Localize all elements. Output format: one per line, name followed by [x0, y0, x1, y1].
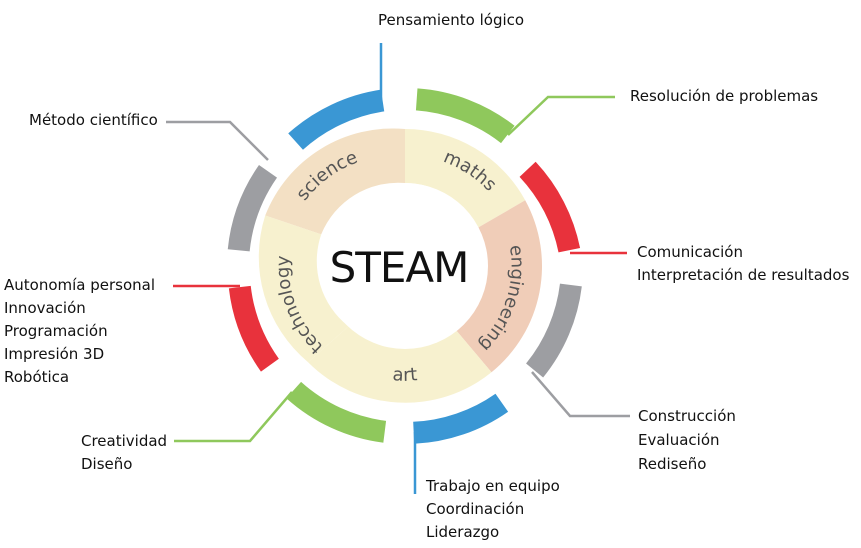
label-top-left: Método científico: [29, 109, 158, 132]
label-bottom-right-line-3: Rediseño: [638, 455, 707, 473]
outer-arcs: [227, 88, 582, 444]
label-top-line-1: Pensamiento lógico: [378, 11, 525, 29]
outer-arc-blue-top: [288, 89, 385, 150]
label-left-line-2: Innovación: [4, 299, 86, 317]
outer-arc-green-bottom: [286, 381, 387, 443]
label-left-line-1: Autonomía personal: [4, 276, 156, 294]
label-left-line-4: Impresión 3D: [4, 345, 105, 363]
inner-center-circle: [322, 183, 488, 349]
label-left-line-5: Robótica: [4, 368, 70, 386]
connector-top-left: [166, 120, 269, 161]
ring-segment-technology: [258, 215, 349, 363]
label-bottom-left: Creatividad Diseño: [81, 430, 167, 476]
connector-bottom-right: [531, 371, 630, 418]
outer-arc-green-top: [415, 88, 515, 144]
ring-segment-engineering: [456, 200, 543, 373]
label-right-line-2: Interpretación de resultados: [637, 266, 850, 284]
label-bottom-line-1: Trabajo en equipo: [426, 477, 560, 495]
label-left: Autonomía personal Innovación Programaci…: [4, 274, 155, 389]
label-bottom-right: Construcción Evaluación Rediseño: [638, 404, 736, 476]
label-top-left-line-1: Método científico: [29, 111, 158, 129]
label-right: Comunicación Interpretación de resultado…: [637, 241, 849, 287]
label-bottom: Trabajo en equipo Coordinación Liderazgo: [426, 475, 560, 544]
label-bottom-left-line-1: Creatividad: [81, 432, 168, 450]
label-bottom-left-line-2: Diseño: [81, 455, 133, 473]
ring-segment-art: [308, 326, 492, 403]
ring-label-art: art: [392, 364, 418, 386]
connector-top-right: [507, 95, 615, 136]
ring-segment-science: [265, 128, 405, 235]
label-bottom-line-3: Liderazgo: [426, 523, 500, 541]
ring-segment-maths: [405, 129, 526, 228]
outer-arc-red-right: [519, 161, 581, 253]
label-top-right-line-1: Resolución de problemas: [630, 87, 819, 105]
label-bottom-right-line-1: Construcción: [638, 407, 736, 425]
outer-arc-blue-bottom: [412, 393, 509, 444]
label-top: Pensamiento lógico: [378, 9, 524, 32]
label-bottom-line-2: Coordinación: [426, 500, 525, 518]
center-title: STEAM: [330, 243, 469, 292]
label-bottom-right-line-2: Evaluación: [638, 431, 720, 449]
outer-arc-gray-left: [227, 164, 278, 252]
connector-bottom-left: [174, 391, 293, 443]
label-left-line-3: Programación: [4, 322, 108, 340]
inner-ring: [258, 128, 543, 403]
outer-arc-red-left: [228, 285, 279, 372]
connector-lines: [166, 43, 630, 494]
outer-arc-gray-right: [525, 283, 582, 378]
label-right-line-1: Comunicación: [637, 243, 743, 261]
label-top-right: Resolución de problemas: [630, 85, 818, 108]
